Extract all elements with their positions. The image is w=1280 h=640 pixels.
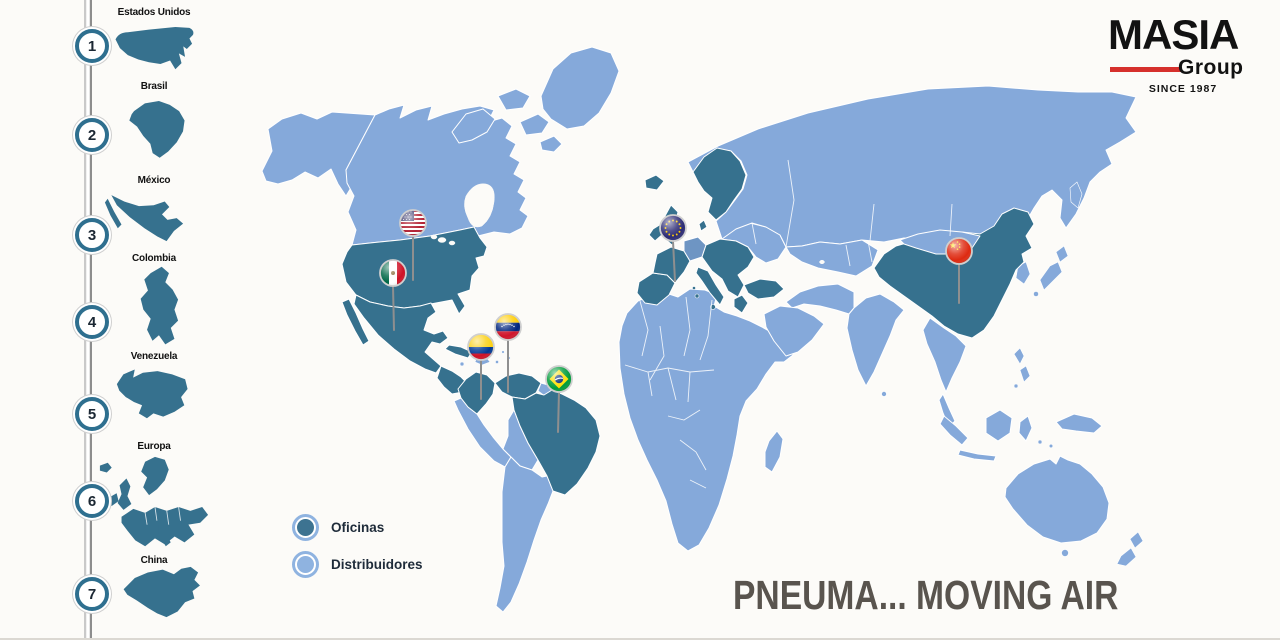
- usa-silhouette: [115, 27, 194, 70]
- pin-colombia: [467, 333, 495, 361]
- venezuela-silhouette: [116, 369, 188, 419]
- region-colombia: [457, 371, 496, 415]
- logo-sub: Group: [1178, 56, 1244, 79]
- legend-oficinas: Oficinas: [292, 514, 384, 541]
- europa-silhouette: [99, 456, 209, 547]
- logo-name: MASIA: [1108, 11, 1239, 58]
- sidebar-item-venezuela-number: 5: [75, 397, 109, 431]
- tagline: PNEUMA... MOVING AIR: [733, 572, 1119, 618]
- sidebar-item-estados-unidos-label: Estados Unidos: [117, 7, 191, 18]
- masia-group-logo: MASIA Group SINCE 1987: [1108, 11, 1258, 96]
- sidebar-item-colombia-label: Colombia: [132, 253, 176, 264]
- colombia-silhouette: [140, 266, 179, 345]
- water-cutouts: [430, 183, 825, 286]
- region-venezuela: [494, 372, 542, 400]
- sidebar-item-estados-unidos-number: 1: [75, 29, 109, 63]
- sidebar-item-brasil-number: 2: [75, 118, 109, 152]
- sidebar-item-colombia-number: 4: [75, 305, 109, 339]
- legend-distribuidores: Distribuidores: [292, 551, 423, 578]
- region-mexico: [353, 294, 449, 374]
- legend-distribuidores-label: Distribuidores: [331, 557, 423, 572]
- pin-china: [945, 237, 973, 265]
- legend-oficinas-label: Oficinas: [331, 520, 385, 535]
- region-brazil: [511, 389, 601, 496]
- distribuidores-icon: [292, 551, 319, 578]
- pin-stem: [557, 390, 560, 433]
- pin-venezuela: [494, 313, 522, 341]
- sidebar-item-mexico-number: 3: [75, 218, 109, 252]
- sidebar-item-europa-number: 6: [75, 484, 109, 518]
- pin-usa: [399, 209, 427, 237]
- sidebar-item-brasil-label: Brasil: [140, 81, 168, 92]
- pin-brazil: [545, 365, 573, 393]
- sidebar-item-venezuela-label: Venezuela: [130, 351, 178, 362]
- sidebar-item-europa-label: Europa: [137, 441, 171, 452]
- sidebar-item-china-number: 7: [75, 577, 109, 611]
- internal-borders: [624, 159, 953, 489]
- logo-red-bar: [1110, 67, 1182, 72]
- region-cuba: [444, 344, 473, 359]
- pin-stem: [392, 285, 395, 331]
- mexico-silhouette: [104, 195, 184, 242]
- map-pins: [379, 209, 973, 433]
- pin-mexico: [379, 259, 407, 287]
- sidebar-item-mexico-label: México: [137, 175, 171, 186]
- pin-europe: [659, 214, 687, 242]
- bottom-divider: [0, 638, 1280, 640]
- oficinas-icon: [292, 514, 319, 541]
- brasil-silhouette: [129, 101, 185, 158]
- pin-stem: [672, 240, 676, 282]
- logo-since: SINCE 1987: [1148, 83, 1218, 95]
- china-silhouette: [123, 566, 200, 618]
- sidebar-item-china-label: China: [140, 555, 168, 566]
